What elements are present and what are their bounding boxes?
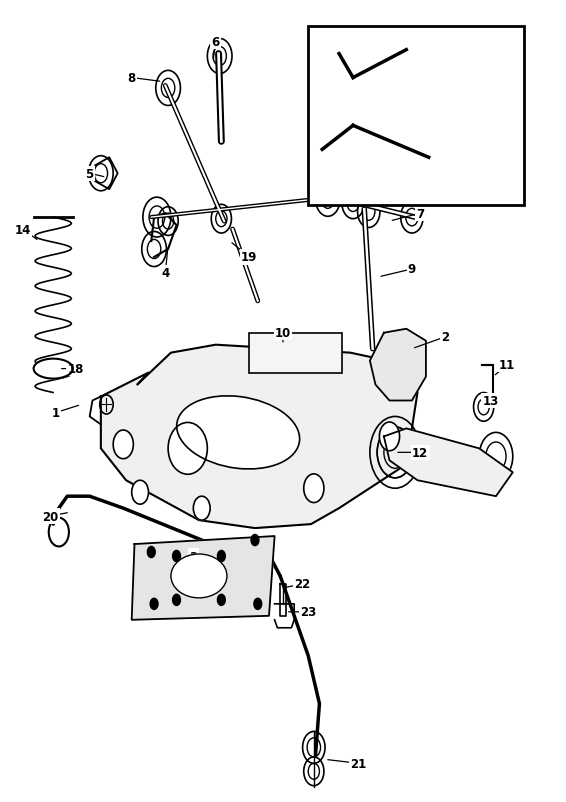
- Text: 13: 13: [482, 395, 499, 407]
- Text: 21: 21: [350, 757, 367, 770]
- Text: 10: 10: [275, 326, 291, 340]
- Text: 5: 5: [85, 168, 94, 180]
- Circle shape: [379, 423, 400, 452]
- Text: 7: 7: [416, 208, 424, 221]
- Circle shape: [304, 474, 324, 503]
- Text: 23: 23: [300, 606, 316, 618]
- Polygon shape: [370, 330, 426, 401]
- Text: 3: 3: [189, 550, 198, 563]
- Circle shape: [217, 594, 225, 606]
- Text: 6: 6: [212, 36, 220, 49]
- Text: 9: 9: [408, 263, 416, 276]
- Ellipse shape: [168, 423, 207, 475]
- Text: 19: 19: [241, 251, 258, 264]
- Text: 1: 1: [52, 407, 60, 419]
- Text: 2: 2: [441, 330, 449, 344]
- Text: 4: 4: [161, 267, 169, 280]
- Text: 18: 18: [67, 363, 84, 375]
- Circle shape: [173, 551, 181, 562]
- Circle shape: [173, 594, 181, 606]
- Circle shape: [132, 480, 148, 504]
- Text: 22: 22: [294, 577, 311, 591]
- Ellipse shape: [33, 359, 73, 379]
- Text: 12: 12: [412, 446, 428, 460]
- Ellipse shape: [177, 396, 299, 469]
- Text: 11: 11: [499, 358, 515, 371]
- Text: 20: 20: [42, 510, 58, 523]
- Ellipse shape: [171, 554, 227, 598]
- Polygon shape: [384, 429, 513, 496]
- Polygon shape: [101, 345, 418, 529]
- Circle shape: [217, 551, 225, 562]
- FancyBboxPatch shape: [308, 26, 524, 206]
- Circle shape: [113, 431, 134, 459]
- Text: 8: 8: [127, 72, 136, 85]
- Text: 16: 16: [311, 148, 328, 160]
- Circle shape: [251, 535, 259, 546]
- Circle shape: [147, 547, 155, 558]
- Text: 15: 15: [496, 84, 513, 97]
- Text: 14: 14: [14, 223, 31, 237]
- Circle shape: [194, 496, 210, 520]
- FancyBboxPatch shape: [250, 334, 342, 373]
- Circle shape: [254, 598, 261, 610]
- Text: 17: 17: [367, 152, 384, 164]
- Circle shape: [150, 598, 158, 610]
- Polygon shape: [132, 537, 275, 620]
